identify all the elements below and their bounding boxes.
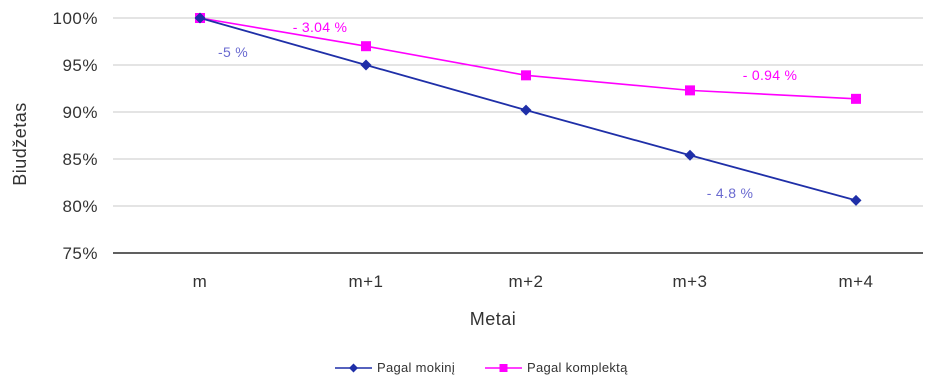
- legend-label: Pagal komplektą: [527, 360, 628, 375]
- data-point-square: [361, 41, 371, 51]
- x-axis-title: Metai: [470, 309, 517, 329]
- annotation-label: - 0.94 %: [743, 67, 798, 83]
- legend-square-marker: [500, 364, 508, 372]
- y-tick-label: 75%: [62, 244, 98, 263]
- series-0: [195, 13, 862, 206]
- x-tick-label: m: [193, 272, 208, 291]
- y-tick-label: 95%: [62, 56, 98, 75]
- annotations: - 3.04 % -5 % - 0.94 % - 4.8 %: [218, 19, 797, 201]
- y-tick-label: 90%: [62, 103, 98, 122]
- data-point-square: [521, 70, 531, 80]
- annotation-label: - 4.8 %: [707, 185, 753, 201]
- x-tick-labels: m m+1 m+2 m+3 m+4: [193, 272, 874, 291]
- legend-item-series-0: Pagal mokinį: [335, 360, 455, 375]
- y-tick-label: 80%: [62, 197, 98, 216]
- x-tick-label: m+2: [508, 272, 543, 291]
- x-tick-label: m+4: [838, 272, 873, 291]
- annotation-label: - 3.04 %: [293, 19, 348, 35]
- y-axis-title: Biudžetas: [10, 102, 30, 186]
- data-point-diamond: [851, 195, 862, 206]
- legend: Pagal mokinį Pagal komplektą: [335, 360, 628, 375]
- data-point-diamond: [361, 60, 372, 71]
- annotation-label: -5 %: [218, 44, 248, 60]
- series-group: [195, 13, 862, 206]
- x-tick-label: m+3: [672, 272, 707, 291]
- y-tick-labels: 75% 80% 85% 90% 95% 100%: [53, 9, 98, 263]
- data-point-square: [685, 85, 695, 95]
- legend-label: Pagal mokinį: [377, 360, 455, 375]
- legend-diamond-marker: [349, 364, 358, 373]
- data-point-square: [851, 94, 861, 104]
- y-tick-label: 85%: [62, 150, 98, 169]
- x-tick-label: m+1: [348, 272, 383, 291]
- legend-item-series-1: Pagal komplektą: [485, 360, 628, 375]
- data-point-diamond: [521, 105, 532, 116]
- y-tick-label: 100%: [53, 9, 98, 28]
